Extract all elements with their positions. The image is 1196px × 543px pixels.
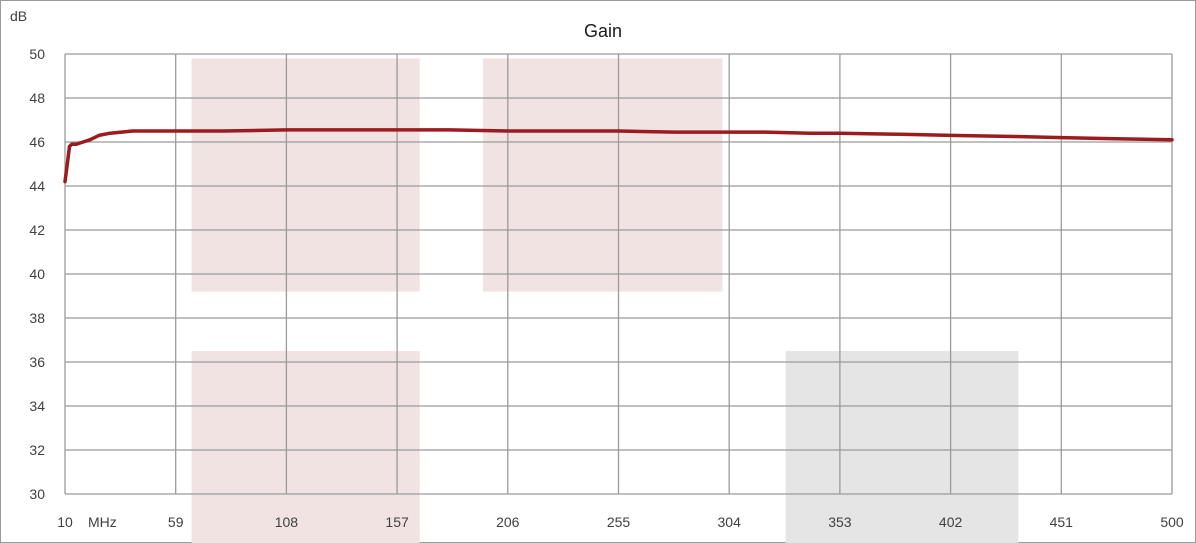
gridlines (64, 53, 1173, 495)
x-tick-label: 500 (1160, 514, 1184, 530)
series-layer (63, 128, 1174, 184)
axis-labels: 10 59 108 157 206 255 304 353 402 451 500 30 32 34 36 3… (29, 46, 1183, 530)
y-tick-label: 36 (29, 354, 45, 370)
y-tick-label: 50 (29, 46, 45, 62)
x-tick-label: 108 (275, 514, 299, 530)
y-tick-label: 32 (29, 442, 45, 458)
chart-title: Gain (584, 21, 622, 41)
shaded-region-2 (482, 58, 723, 292)
x-tick-label: 59 (168, 514, 184, 530)
y-tick-label: 38 (29, 310, 45, 326)
x-tick-label: 10 (57, 514, 73, 530)
y-tick-label: 48 (29, 90, 45, 106)
shaded-region-1 (191, 58, 420, 292)
x-tick-label: 402 (939, 514, 963, 530)
y-axis-unit-label: dB (10, 8, 27, 24)
x-tick-label: 255 (607, 514, 631, 530)
y-tick-label: 34 (29, 398, 45, 414)
gain-series-line-1 (63, 128, 1174, 184)
y-tick-label: 30 (29, 486, 45, 502)
x-tick-label: 304 (718, 514, 742, 530)
x-tick-label: 353 (828, 514, 852, 530)
shaded-region-3 (191, 351, 420, 543)
shaded-regions (191, 58, 1019, 543)
y-tick-label: 40 (29, 266, 45, 282)
x-tick-label: 157 (385, 514, 409, 530)
y-tick-label: 42 (29, 222, 45, 238)
x-tick-label: 206 (496, 514, 520, 530)
y-tick-label: 46 (29, 134, 45, 150)
x-axis-unit-label: MHz (88, 514, 117, 530)
y-tick-label: 44 (29, 178, 45, 194)
shaded-region-4 (785, 351, 1019, 543)
x-tick-label: 451 (1050, 514, 1074, 530)
